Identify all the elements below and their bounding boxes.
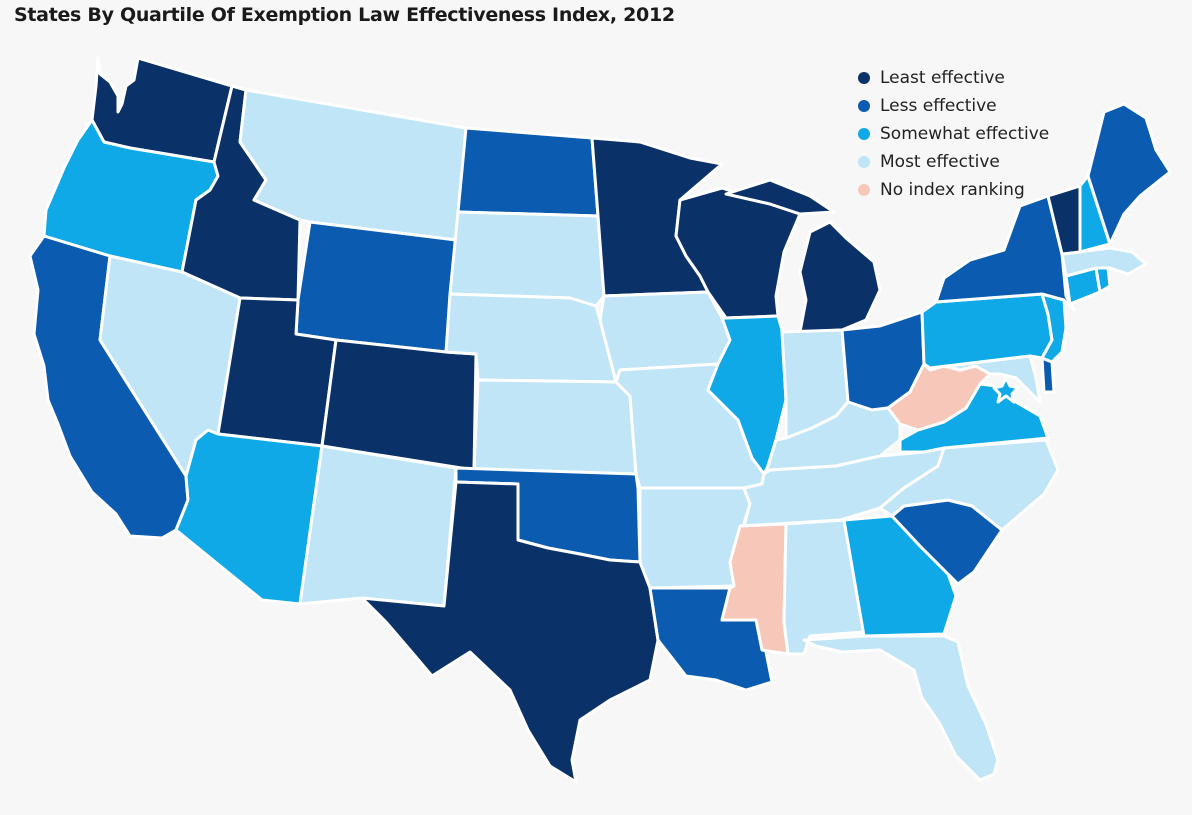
state-arizona[interactable]: Arizona — [174, 428, 324, 606]
state-pennsylvania[interactable]: Pennsylvania — [920, 292, 1054, 370]
state-texas[interactable]: Texas — [360, 480, 660, 784]
state-maryland[interactable]: Maryland — [928, 354, 1042, 404]
legend-item-somewhat: Somewhat effective — [858, 120, 1049, 148]
state-florida[interactable]: Florida — [802, 634, 1000, 782]
legend-item-none: No index ranking — [858, 176, 1049, 204]
state-massachusetts[interactable]: Massachusetts — [1060, 246, 1148, 278]
state-colorado[interactable]: Colorado — [320, 338, 478, 472]
state-new-mexico[interactable]: New Mexico — [298, 444, 458, 608]
legend: Least effective Less effective Somewhat … — [858, 64, 1049, 204]
state-rhode-island[interactable]: Rhode Island — [1094, 266, 1112, 294]
state-wyoming[interactable]: Wyoming — [294, 220, 458, 354]
state-north-carolina[interactable]: North Carolina — [878, 438, 1060, 532]
state-south-dakota[interactable]: South Dakota — [448, 210, 606, 308]
legend-label-none: No index ranking — [880, 180, 1025, 200]
legend-dot-most — [858, 156, 870, 168]
legend-dot-less — [858, 100, 870, 112]
legend-label-least: Least effective — [880, 68, 1005, 88]
legend-dot-somewhat — [858, 128, 870, 140]
state-kansas[interactable]: Kansas — [472, 378, 638, 476]
legend-item-least: Least effective — [858, 64, 1049, 92]
legend-dot-least — [858, 72, 870, 84]
legend-label-somewhat: Somewhat effective — [880, 124, 1050, 144]
state-north-dakota[interactable]: North Dakota — [456, 126, 600, 218]
state-michigan[interactable]: Michigan — [724, 178, 882, 334]
legend-item-less: Less effective — [858, 92, 1049, 120]
state-new-jersey[interactable]: New Jersey — [1040, 292, 1068, 364]
state-dc[interactable]: District of Columbia — [992, 376, 1020, 404]
legend-dot-none — [858, 184, 870, 196]
legend-item-most: Most effective — [858, 148, 1049, 176]
map-title: States By Quartile Of Exemption Law Effe… — [14, 4, 675, 26]
state-maine[interactable]: Maine — [1086, 102, 1172, 246]
state-west-virginia[interactable]: West Virginia — [886, 362, 992, 432]
legend-label-most: Most effective — [880, 152, 1000, 172]
legend-label-less: Less effective — [880, 96, 997, 116]
